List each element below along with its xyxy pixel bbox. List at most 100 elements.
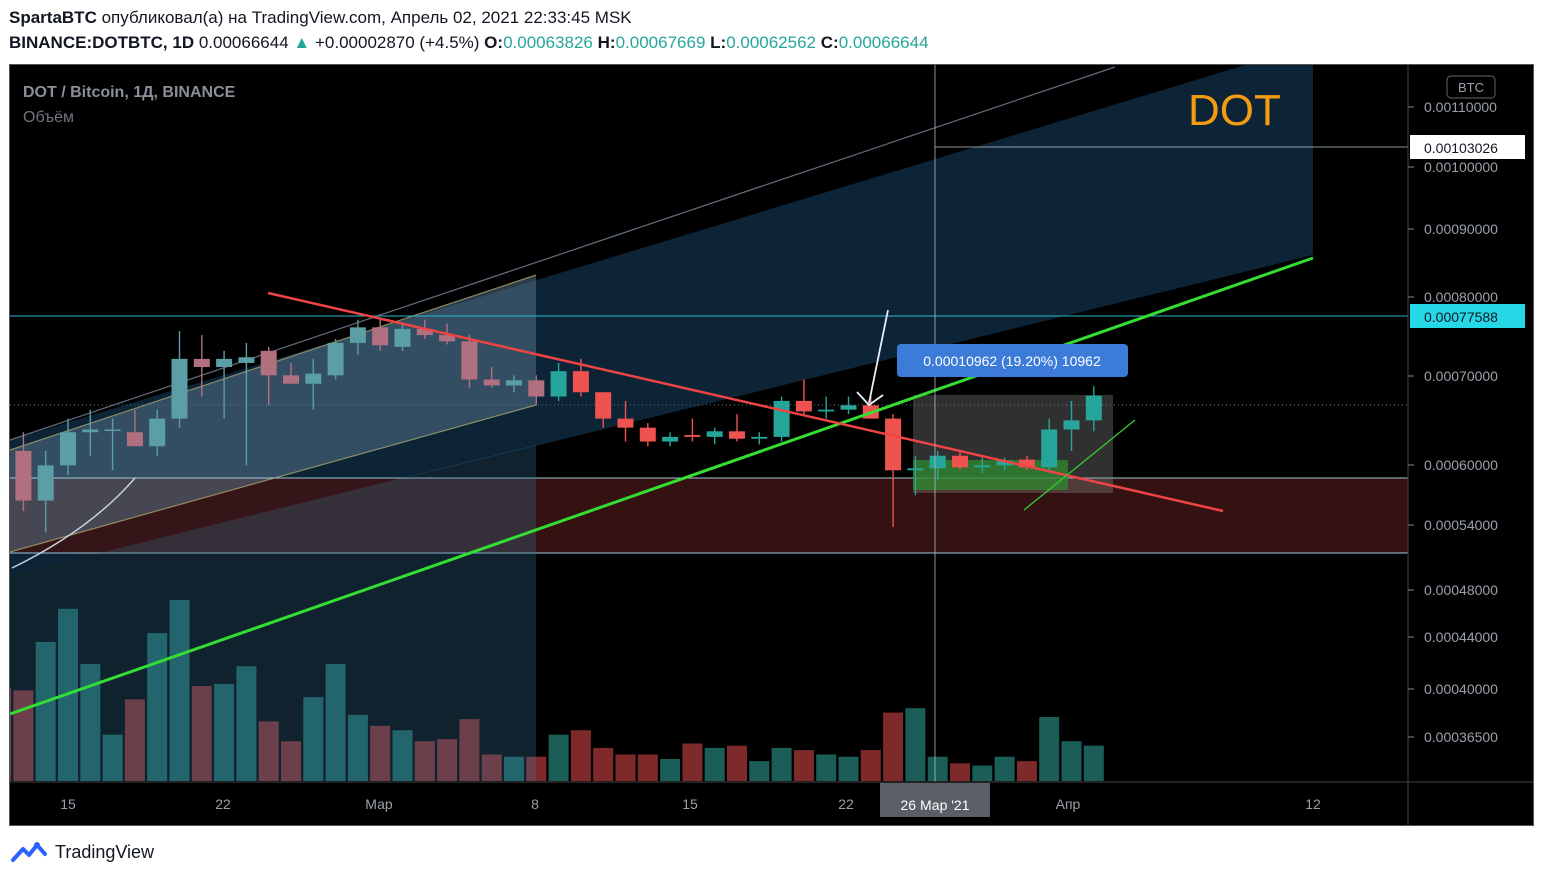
volume-bar — [124, 699, 145, 781]
candle-body — [238, 357, 255, 363]
volume-bar — [972, 765, 993, 781]
candle-body — [60, 432, 76, 466]
time-tick-label: 15 — [682, 796, 698, 812]
tradingview-logo[interactable]: TradingView — [9, 840, 154, 864]
low-value: 0.00062562 — [726, 33, 817, 52]
price-tick-label: 0.00040000 — [1424, 681, 1498, 697]
measure-tooltip: 0.00010962 (19.20%) 10962 — [923, 353, 1101, 369]
time-tick-label: Апр — [1056, 796, 1081, 812]
volume-bar — [838, 756, 859, 781]
candle-body — [572, 371, 589, 393]
volume-bar — [504, 756, 524, 781]
measure-tooltip-bg — [897, 344, 1128, 377]
volume-bar — [236, 666, 257, 781]
ohlc-legend: BINANCE:DOTBTC, 1D 0.00066644 ▲ +0.00002… — [9, 33, 929, 53]
price-change: +0.00002870 (+4.5%) — [314, 33, 480, 52]
candle-body — [416, 328, 433, 336]
volume-bar — [682, 743, 703, 781]
price-tick-label: 0.00090000 — [1424, 221, 1498, 237]
tradingview-cloud-icon — [11, 842, 47, 862]
volume-bar — [883, 712, 904, 781]
time-tick-label: 15 — [60, 796, 76, 812]
price-tick-label: 0.00110000 — [1424, 99, 1497, 115]
green-support-trendline — [10, 256, 1314, 716]
symbol-label: BINANCE:DOTBTC, 1D — [9, 33, 195, 52]
candle-body — [349, 327, 366, 343]
volume-bar — [258, 721, 279, 781]
high-value: 0.00067669 — [615, 33, 706, 52]
volume-bar — [80, 664, 101, 781]
red-resistance-trendline — [267, 291, 1224, 513]
volume-bar — [1039, 716, 1060, 781]
volume-bar — [10, 688, 12, 781]
volume-bar — [927, 756, 948, 781]
last-price: 0.00066644 — [198, 33, 289, 52]
candle-body — [706, 431, 723, 437]
volume-label: Объём — [23, 109, 74, 126]
candle-body — [550, 371, 567, 397]
crosshair-price-label: 0.00103026 — [1424, 140, 1498, 156]
candle-body — [0, 442, 9, 456]
candle-body — [795, 400, 812, 412]
publish-info: SpartaBTC опубликовал(а) на TradingView.… — [9, 8, 632, 28]
currency-badge-label: BTC — [1458, 80, 1484, 95]
time-tick-label: 22 — [838, 796, 854, 812]
arrow-head-icon — [856, 391, 884, 407]
candle-body — [1041, 429, 1058, 468]
arrow-shaft — [868, 309, 889, 404]
volume-bar — [905, 708, 926, 781]
short-green-trendline — [1023, 419, 1136, 511]
volume-bar — [35, 641, 56, 781]
candle-body — [528, 380, 545, 397]
candle-body — [260, 350, 277, 376]
moving-average-curve — [11, 477, 136, 569]
candle-body — [82, 429, 99, 433]
volume-bar — [191, 686, 212, 781]
price-tick-label: 0.00036500 — [1424, 729, 1498, 745]
candle-body — [840, 405, 857, 410]
volume-bar — [13, 690, 34, 781]
price-tick-label: 0.00080000 — [1424, 289, 1498, 305]
candle-body — [617, 418, 634, 428]
candle-body — [729, 431, 745, 439]
volume-bar — [950, 763, 970, 781]
support-zone — [10, 478, 1408, 553]
volume-bar — [281, 741, 301, 781]
candle-body — [684, 435, 701, 437]
candle-body — [751, 436, 768, 439]
volume-bar — [481, 754, 502, 781]
volume-bar — [771, 747, 792, 781]
candle-body — [439, 335, 456, 342]
volume-bar — [1083, 745, 1104, 781]
candle-body — [305, 373, 322, 384]
volume-bar — [102, 734, 123, 781]
volume-bar — [147, 633, 168, 781]
candle-body — [372, 327, 389, 346]
volume-bar — [793, 750, 814, 781]
last-price-label: 0.00077588 — [1424, 309, 1498, 325]
volume-bar — [392, 730, 413, 781]
volume-bar — [593, 747, 614, 781]
price-tick-label: 0.00100000 — [1424, 159, 1498, 175]
volume-bar — [570, 730, 591, 781]
volume-bar — [816, 754, 837, 781]
volume-bar — [860, 750, 881, 781]
candle-body — [283, 375, 299, 384]
crosshair-date-bg — [880, 783, 990, 817]
currency-badge — [1446, 75, 1496, 99]
candle-body — [639, 427, 656, 442]
candle-body — [216, 358, 233, 368]
candle-body — [662, 436, 679, 442]
time-tick-label: 22 — [215, 796, 231, 812]
candle-body — [907, 468, 924, 471]
price-tick-label: 0.00044000 — [1424, 629, 1498, 645]
candle-body — [193, 358, 210, 368]
volume-bar — [615, 754, 636, 781]
author-name[interactable]: SpartaBTC — [9, 8, 97, 27]
candle-body — [461, 341, 478, 380]
candle-body — [1085, 395, 1102, 421]
candle-body — [996, 460, 1013, 466]
high-label: H: — [597, 33, 616, 52]
volume-bar — [749, 761, 770, 781]
